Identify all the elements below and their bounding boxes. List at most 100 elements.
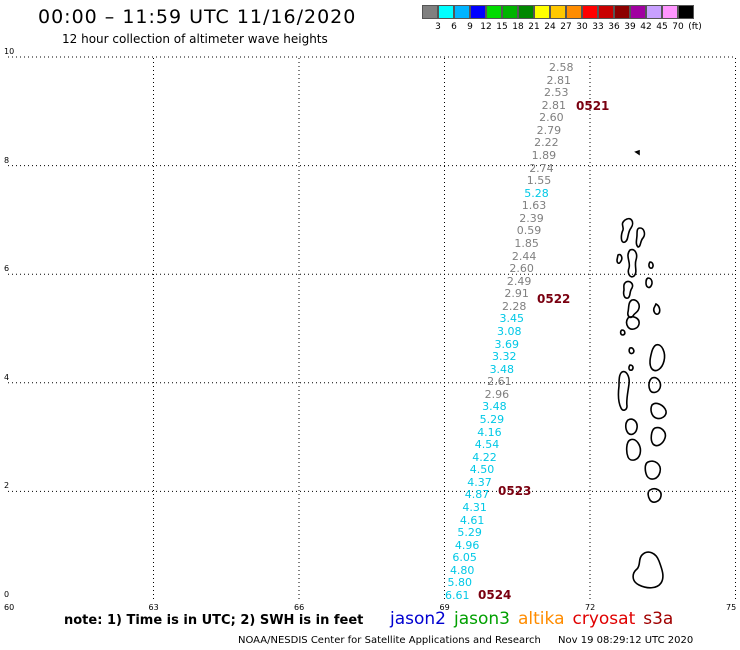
legend-label: 6 xyxy=(451,22,457,32)
wave-height-value: 5.29 xyxy=(457,526,482,540)
legend-label: 18 xyxy=(512,22,524,32)
wave-height-value: 3.69 xyxy=(494,337,520,351)
wave-height-value: 6.05 xyxy=(452,551,477,565)
wave-height-value: 5.28 xyxy=(524,186,549,200)
wave-height-value: 2.91 xyxy=(504,287,529,301)
lat-tick-label: 6 xyxy=(4,264,10,274)
wave-height-value: 4.50 xyxy=(469,463,495,477)
lat-tick-label: 0 xyxy=(4,590,10,599)
lat-tick-label: 2 xyxy=(4,481,10,491)
legend-unit: (ft) xyxy=(688,22,702,32)
lat-tick-label: 8 xyxy=(4,155,10,165)
satellite-name: altika xyxy=(518,609,565,629)
maldives-islands xyxy=(616,149,667,589)
wave-height-value: 2.28 xyxy=(501,299,527,313)
legend-label: 24 xyxy=(544,22,556,32)
legend-swatch xyxy=(566,5,582,19)
legend-swatch xyxy=(614,5,630,19)
wave-height-value: 3.08 xyxy=(497,325,522,338)
pass-time-label: 0524 xyxy=(478,588,512,602)
wave-height-value: 4.80 xyxy=(449,563,475,577)
note-text: note: 1) Time is in UTC; 2) SWH is in fe… xyxy=(64,613,364,628)
lon-tick-label: 69 xyxy=(439,603,450,612)
wave-height-value: 1.55 xyxy=(526,174,552,188)
wave-height-value: 2.60 xyxy=(509,262,534,276)
satellite-name: jason2 xyxy=(390,609,446,629)
legend-label: 33 xyxy=(592,22,604,32)
wave-height-value: 2.81 xyxy=(541,98,567,112)
wave-height-value: 2.44 xyxy=(511,249,537,263)
wave-height-value: 2.22 xyxy=(534,136,559,150)
footer: NOAA/NESDIS Center for Satellite Applica… xyxy=(238,635,707,646)
legend-swatch xyxy=(678,5,694,19)
wave-height-value: 2.61 xyxy=(487,375,512,389)
legend-swatch xyxy=(582,5,598,19)
wave-height-value: 2.60 xyxy=(539,111,564,125)
lon-tick-label: 75 xyxy=(726,603,737,612)
lat-lon-grid xyxy=(8,56,736,600)
legend-label: 30 xyxy=(576,22,588,32)
wave-height-value: 5.29 xyxy=(479,413,505,426)
wave-height-value: 1.85 xyxy=(514,237,539,250)
satellite-name: cryosat xyxy=(572,609,636,629)
wave-height-value: 4.54 xyxy=(474,438,500,452)
lon-tick-label: 66 xyxy=(294,603,305,612)
legend-label: 12 xyxy=(480,22,492,32)
wave-height-value: 4.61 xyxy=(459,513,485,527)
pass-time-label: 0522 xyxy=(537,292,571,306)
legend-label: 39 xyxy=(624,22,636,32)
wave-height-value: 2.81 xyxy=(546,73,572,87)
wave-height-value: 4.96 xyxy=(454,538,480,552)
legend-swatch xyxy=(646,5,662,19)
legend-swatch xyxy=(598,5,614,19)
wave-height-value: 2.39 xyxy=(519,211,544,225)
wave-height-value: 2.49 xyxy=(506,274,532,288)
wave-height-value: 1.63 xyxy=(521,199,547,213)
legend-swatch xyxy=(470,5,486,19)
wave-height-value: 4.87 xyxy=(464,488,490,502)
lon-tick-label: 63 xyxy=(148,603,159,612)
legend-label: 27 xyxy=(560,22,572,32)
legend-label: 45 xyxy=(656,22,668,32)
legend-swatch xyxy=(518,5,534,19)
lat-tick-label: 10 xyxy=(4,47,15,56)
legend-label: 21 xyxy=(528,22,540,32)
footer-timestamp: Nov 19 08:29:12 UTC 2020 xyxy=(558,635,694,646)
legend-swatch xyxy=(438,5,454,19)
satellite-legend: jason2 jason3 altika cryosat s3a xyxy=(390,609,681,629)
legend-swatch xyxy=(422,5,438,19)
wave-height-value: 0.59 xyxy=(516,224,542,238)
lat-tick-label: 4 xyxy=(4,372,10,382)
wave-height-value: 3.48 xyxy=(482,400,507,414)
wave-height-value: 2.79 xyxy=(536,123,562,137)
legend-swatch xyxy=(534,5,550,19)
legend-label: 42 xyxy=(640,22,652,32)
wave-height-value: 3.48 xyxy=(489,362,515,376)
wave-height-value: 4.31 xyxy=(462,501,487,514)
satellite-name: s3a xyxy=(643,609,674,629)
wave-height-value: 3.45 xyxy=(499,312,524,326)
wave-height-value: 5.80 xyxy=(447,576,472,590)
wave-height-value: 4.37 xyxy=(467,475,492,489)
legend-swatch xyxy=(502,5,518,19)
legend-label: 15 xyxy=(496,22,508,32)
wave-height-value: 3.32 xyxy=(492,350,517,364)
legend-swatch xyxy=(662,5,678,19)
legend-swatch xyxy=(550,5,566,19)
lon-tick-label: 60 xyxy=(4,603,15,612)
wave-height-value: 2.58 xyxy=(549,61,574,74)
wave-height-value: 2.74 xyxy=(529,161,554,175)
wave-height-value: 6.61 xyxy=(445,589,470,602)
page-title: 00:00 – 11:59 UTC 11/16/2020 xyxy=(38,6,357,28)
lon-tick-label: 72 xyxy=(585,603,596,612)
legend-label: 70 xyxy=(672,22,684,32)
legend-swatch xyxy=(486,5,502,19)
wave-height-value: 1.89 xyxy=(531,149,557,162)
pass-time-label: 0521 xyxy=(576,99,610,113)
page-subtitle: 12 hour collection of altimeter wave hei… xyxy=(62,32,328,46)
satellite-name: jason3 xyxy=(454,609,510,629)
legend-swatch xyxy=(454,5,470,19)
wave-height-value: 4.22 xyxy=(472,450,497,464)
legend-label: 36 xyxy=(608,22,620,32)
